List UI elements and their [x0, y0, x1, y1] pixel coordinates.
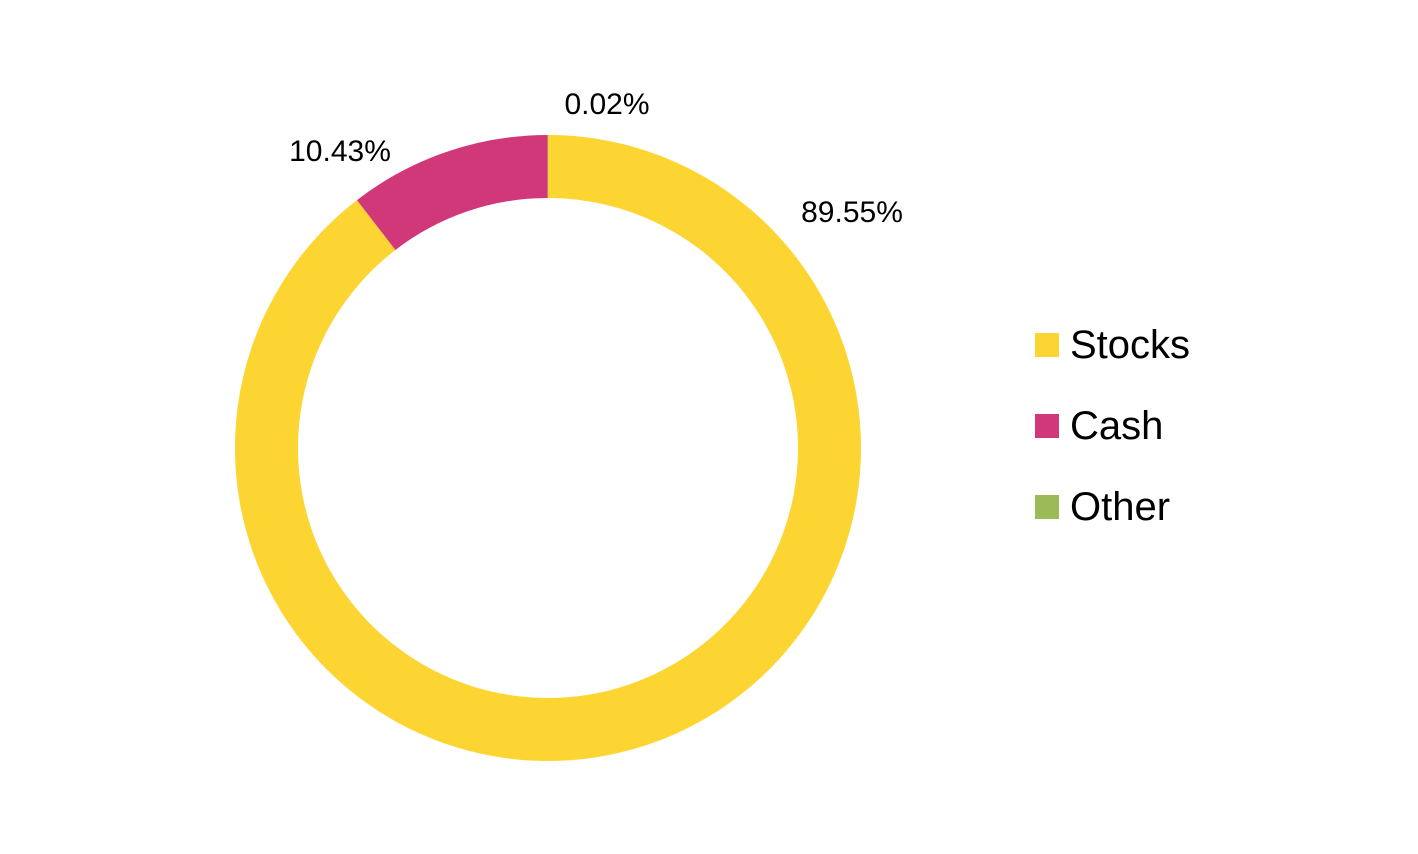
legend-label-cash: Cash — [1070, 404, 1163, 448]
legend-item-cash: Cash — [1035, 404, 1163, 448]
donut-slices — [234, 135, 861, 761]
legend-item-stocks: Stocks — [1035, 323, 1190, 367]
legend-swatch-stocks — [1035, 333, 1059, 357]
data-label-cash: 10.43% — [289, 135, 391, 168]
legend: Stocks Cash Other — [1035, 323, 1190, 529]
slice-cash — [356, 135, 548, 250]
legend-swatch-other — [1035, 495, 1059, 519]
legend-item-other: Other — [1035, 485, 1170, 529]
legend-label-stocks: Stocks — [1070, 323, 1190, 367]
slice-stocks — [234, 135, 861, 761]
data-labels: 89.55% 10.43% 0.02% — [289, 88, 903, 229]
legend-label-other: Other — [1070, 485, 1170, 529]
legend-swatch-cash — [1035, 414, 1059, 438]
data-label-other: 0.02% — [564, 88, 649, 121]
data-label-stocks: 89.55% — [801, 196, 903, 229]
